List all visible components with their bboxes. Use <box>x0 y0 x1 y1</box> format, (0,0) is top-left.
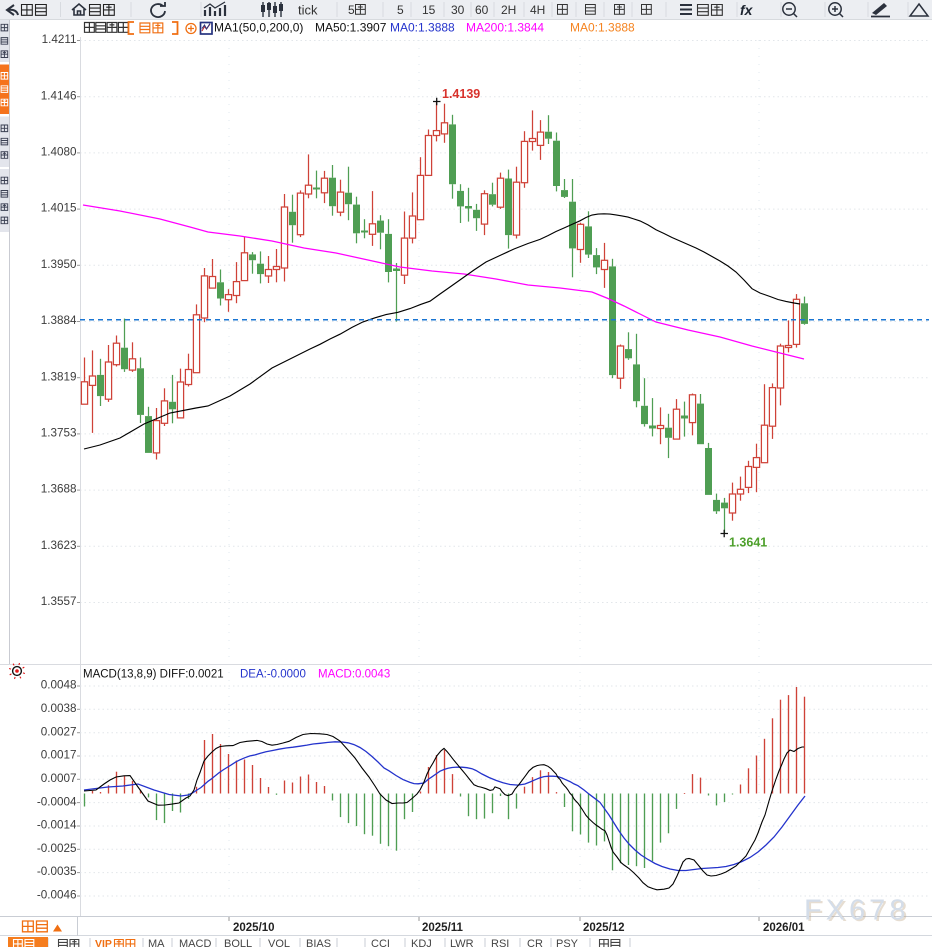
svg-text:1.3753: 1.3753 <box>41 427 77 440</box>
svg-text:1.3819: 1.3819 <box>41 370 77 383</box>
svg-text:4H: 4H <box>530 3 545 17</box>
svg-text:-0.0004: -0.0004 <box>37 795 77 808</box>
svg-text:0.0017: 0.0017 <box>41 749 77 762</box>
svg-text:0.0038: 0.0038 <box>41 702 77 715</box>
svg-text:MA1(50,0,200,0): MA1(50,0,200,0) <box>214 21 303 35</box>
svg-text:MA0:1.3888: MA0:1.3888 <box>570 21 635 35</box>
svg-text:60: 60 <box>475 3 489 17</box>
svg-text:LWR: LWR <box>450 938 474 947</box>
svg-text:2025/11: 2025/11 <box>422 922 464 934</box>
svg-text:KDJ: KDJ <box>411 938 432 947</box>
svg-text:MACD:0.0043: MACD:0.0043 <box>318 669 390 681</box>
svg-text:2025/10: 2025/10 <box>233 922 275 934</box>
svg-text:VIP: VIP <box>95 938 112 947</box>
svg-text:PSY: PSY <box>556 938 579 947</box>
svg-text:MA0:1.3888: MA0:1.3888 <box>390 21 455 35</box>
svg-text:MA: MA <box>148 938 165 947</box>
svg-text:-0.0014: -0.0014 <box>37 819 77 832</box>
svg-text:-0.0025: -0.0025 <box>37 842 77 855</box>
svg-text:5: 5 <box>397 3 404 17</box>
svg-text:1.3623: 1.3623 <box>41 539 77 552</box>
svg-text:1.4211: 1.4211 <box>42 33 77 46</box>
svg-text:1.3688: 1.3688 <box>41 483 77 496</box>
svg-text:BIAS: BIAS <box>306 938 331 947</box>
svg-text:MACD: MACD <box>179 938 211 947</box>
svg-text:0.0007: 0.0007 <box>41 772 77 785</box>
svg-text:2025/12: 2025/12 <box>583 922 625 934</box>
svg-text:fx: fx <box>740 2 754 18</box>
svg-text:15: 15 <box>422 3 436 17</box>
svg-text:RSI: RSI <box>491 938 509 947</box>
svg-text:CCI: CCI <box>371 938 390 947</box>
svg-text:0.0027: 0.0027 <box>41 725 77 738</box>
svg-text:0.0048: 0.0048 <box>41 679 77 692</box>
svg-text:MA200:1.3844: MA200:1.3844 <box>466 21 544 35</box>
svg-text:DEA:-0.0000: DEA:-0.0000 <box>240 669 306 681</box>
svg-text:30: 30 <box>451 3 465 17</box>
svg-text:MA50:1.3907: MA50:1.3907 <box>315 21 387 35</box>
svg-text:2026/01: 2026/01 <box>763 922 805 934</box>
svg-text:1.4139: 1.4139 <box>442 87 480 101</box>
svg-text:BOLL: BOLL <box>224 938 252 947</box>
svg-text:tick: tick <box>298 3 318 18</box>
svg-text:FX678: FX678 <box>804 895 909 927</box>
svg-text:-0.0046: -0.0046 <box>37 889 77 902</box>
svg-text:1.3641: 1.3641 <box>729 536 767 550</box>
svg-text:1.3884: 1.3884 <box>41 314 77 327</box>
svg-text:-0.0035: -0.0035 <box>37 865 77 878</box>
svg-text:1.3950: 1.3950 <box>41 258 77 271</box>
svg-text:1.4080: 1.4080 <box>41 146 77 159</box>
svg-text:5: 5 <box>348 3 355 17</box>
svg-text:1.4146: 1.4146 <box>41 89 77 102</box>
svg-text:1.3557: 1.3557 <box>41 595 77 608</box>
svg-text:VOL: VOL <box>268 938 290 947</box>
svg-text:1.4015: 1.4015 <box>41 202 77 215</box>
svg-text:FX678: FX678 <box>806 896 911 928</box>
svg-text:CR: CR <box>527 938 543 947</box>
svg-text:2H: 2H <box>501 3 516 17</box>
svg-text:MACD(13,8,9) DIFF:0.0021: MACD(13,8,9) DIFF:0.0021 <box>83 669 224 681</box>
